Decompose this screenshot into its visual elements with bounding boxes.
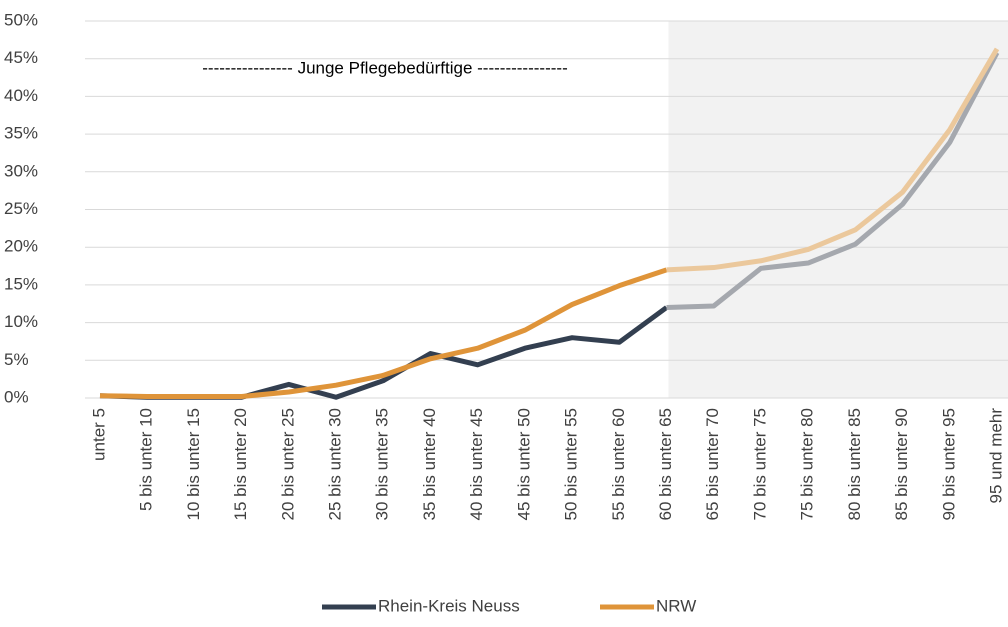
y-tick-label: 0% xyxy=(4,387,29,406)
y-tick-label: 5% xyxy=(4,350,29,369)
x-tick-label: 65 bis unter 70 xyxy=(703,408,722,520)
x-tick-label: 70 bis unter 75 xyxy=(750,408,769,520)
x-tick-label: 55 bis unter 60 xyxy=(609,408,628,520)
x-tick-label: 60 bis unter 65 xyxy=(656,408,675,520)
x-tick-label: 95 und mehr xyxy=(986,408,1005,504)
y-tick-label: 25% xyxy=(4,199,38,218)
y-tick-label: 50% xyxy=(4,10,38,29)
x-tick-label: 15 bis unter 20 xyxy=(231,408,250,520)
y-tick-label: 30% xyxy=(4,161,38,180)
x-tick-label: 10 bis unter 15 xyxy=(184,408,203,520)
series-line xyxy=(99,305,669,400)
y-tick-label: 15% xyxy=(4,274,38,293)
series-line xyxy=(666,47,1000,273)
series-line xyxy=(666,51,1000,311)
x-tick-label: 90 bis unter 95 xyxy=(939,408,958,520)
y-tick-label: 35% xyxy=(4,124,38,143)
x-tick-label: 40 bis unter 45 xyxy=(467,408,486,520)
x-tick-label: 5 bis unter 10 xyxy=(137,408,156,511)
x-tick-label: 85 bis unter 90 xyxy=(892,408,911,520)
legend-label: Rhein-Kreis Neuss xyxy=(378,596,520,615)
x-tick-label: 20 bis unter 25 xyxy=(278,408,297,520)
x-tick-label: 75 bis unter 80 xyxy=(798,408,817,520)
legend-label: NRW xyxy=(656,596,696,615)
x-tick-label: unter 5 xyxy=(89,408,108,461)
x-tick-label: 45 bis unter 50 xyxy=(514,408,533,520)
y-tick-label: 10% xyxy=(4,312,38,331)
y-tick-label: 45% xyxy=(4,48,38,67)
y-tick-label: 20% xyxy=(4,237,38,256)
x-tick-label: 25 bis unter 30 xyxy=(326,408,345,520)
series-line xyxy=(99,267,668,399)
y-tick-label: 40% xyxy=(4,86,38,105)
x-tick-label: 50 bis unter 55 xyxy=(562,408,581,520)
annotation: ---------------- Junge Pflegebedürftige … xyxy=(202,58,567,77)
x-tick-label: 35 bis unter 40 xyxy=(420,408,439,520)
x-tick-label: 80 bis unter 85 xyxy=(845,408,864,520)
x-tick-label: 30 bis unter 35 xyxy=(373,408,392,520)
